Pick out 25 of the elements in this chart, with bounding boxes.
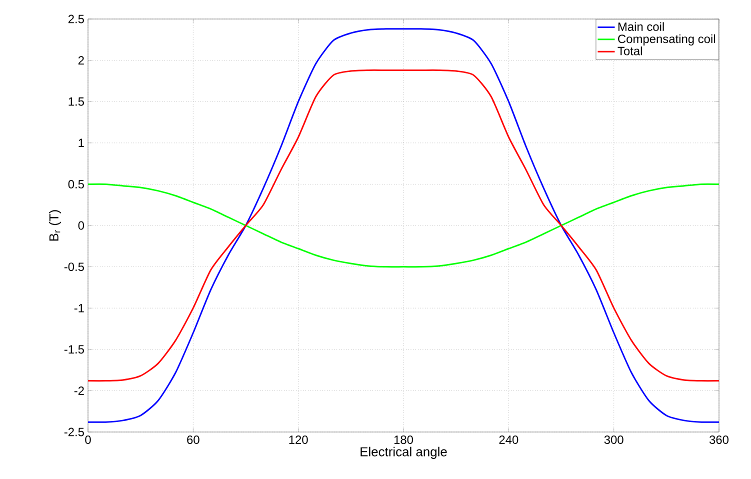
x-tick-label: 60 <box>187 436 200 444</box>
x-tick-label: 360 <box>709 436 729 444</box>
line-series <box>88 69 720 382</box>
y-tick-label: 0 <box>78 221 84 230</box>
x-tick-label: 120 <box>289 436 308 444</box>
line-series <box>88 183 720 268</box>
y-tick-label: 1.5 <box>68 97 84 106</box>
y-tick-label: -0.5 <box>64 262 84 272</box>
legend-label: Total <box>618 46 642 56</box>
y-tick-label: -1 <box>74 304 84 312</box>
y-tick-label: 2.5 <box>68 14 84 24</box>
y-tick-label: -1.5 <box>64 345 84 354</box>
legend-label: Main coil <box>618 22 664 31</box>
y-tick-label: -2 <box>74 386 84 395</box>
x-axis-title: Electrical angle <box>360 446 447 459</box>
y-tick-label: 2 <box>78 56 84 64</box>
y-tick-label: 1 <box>78 138 84 148</box>
y-axis-title: B$_{r}$ (T) <box>48 210 62 241</box>
y-tick-label: 0.5 <box>68 180 84 188</box>
x-tick-label: 300 <box>604 436 624 444</box>
x-tick-label: 0 <box>85 436 91 444</box>
y-tick-label: -2.5 <box>64 428 84 436</box>
x-tick-label: 180 <box>394 436 414 444</box>
x-tick-label: 240 <box>499 436 518 444</box>
legend-label: Compensating coil <box>618 34 715 46</box>
